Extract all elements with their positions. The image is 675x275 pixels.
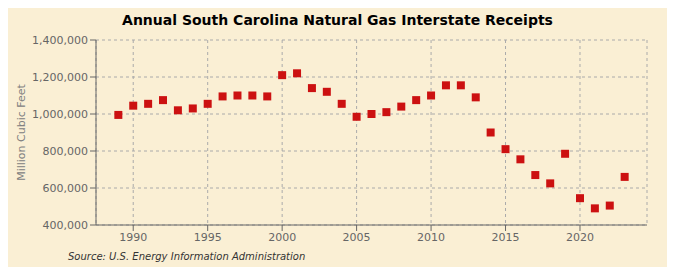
svg-text:1,200,000: 1,200,000 <box>32 71 88 84</box>
svg-text:2010: 2010 <box>417 231 445 244</box>
html-text:Source: U.S. Energy Informatio: Source: U.S. Energy Information Administ… <box>68 251 306 262</box>
svg-text:600,000: 600,000 <box>43 182 89 195</box>
svg-text:2020: 2020 <box>566 231 594 244</box>
svg-text:1,400,000: 1,400,000 <box>32 34 88 47</box>
svg-text:2000: 2000 <box>268 231 296 244</box>
svg-text:800,000: 800,000 <box>43 145 89 158</box>
html-text:Annual South Carolina Natural: Annual South Carolina Natural Gas Inters… <box>122 12 553 28</box>
svg-text:400,000: 400,000 <box>43 219 89 232</box>
svg-text:1990: 1990 <box>119 231 147 244</box>
svg-text:Million Cubic Feet: Million Cubic Feet <box>15 83 28 180</box>
svg-text:2015: 2015 <box>492 231 520 244</box>
svg-text:1,000,000: 1,000,000 <box>32 108 88 121</box>
svg-text:2005: 2005 <box>343 231 371 244</box>
svg-text:1995: 1995 <box>194 231 222 244</box>
